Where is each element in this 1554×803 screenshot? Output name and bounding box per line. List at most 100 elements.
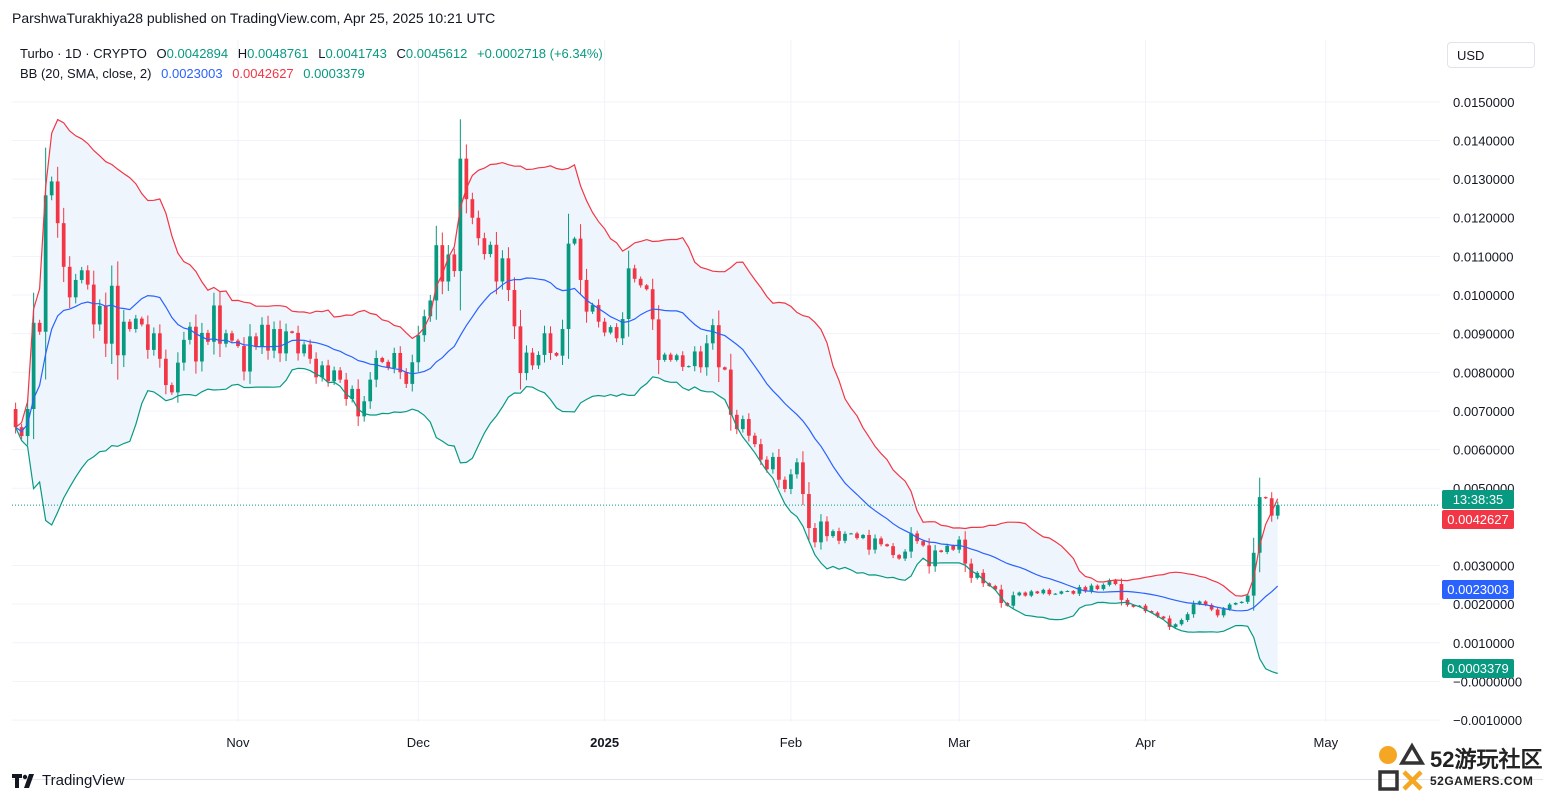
candle[interactable] (410, 354, 415, 392)
candle[interactable] (85, 265, 90, 290)
candle[interactable] (999, 584, 1004, 608)
candle[interactable] (650, 278, 655, 330)
candle[interactable] (945, 543, 950, 555)
candle[interactable] (1251, 537, 1256, 611)
candle[interactable] (674, 353, 679, 362)
symbol-label[interactable]: Turbo · 1D · CRYPTO (20, 46, 147, 61)
candle[interactable] (200, 322, 204, 372)
candle[interactable] (1233, 602, 1238, 606)
candle[interactable] (91, 270, 96, 339)
candle[interactable] (170, 382, 174, 395)
candle[interactable] (1029, 589, 1034, 598)
candle[interactable] (73, 273, 78, 304)
candle[interactable] (1245, 593, 1250, 604)
candle[interactable] (873, 534, 877, 554)
candle[interactable] (656, 305, 661, 375)
candle[interactable] (506, 247, 511, 302)
candle[interactable] (362, 396, 367, 422)
candle[interactable] (909, 527, 913, 558)
candle[interactable] (758, 438, 763, 466)
candle[interactable] (1107, 578, 1112, 587)
candle[interactable] (933, 544, 938, 572)
bb-label[interactable]: BB (20, SMA, close, 2) (20, 66, 152, 81)
candle[interactable] (344, 372, 349, 406)
candle[interactable] (1263, 496, 1268, 499)
candle[interactable] (560, 319, 565, 366)
candle[interactable] (398, 346, 403, 380)
candle[interactable] (1017, 591, 1022, 597)
candle[interactable] (1095, 584, 1100, 591)
candle[interactable] (686, 365, 691, 368)
candle[interactable] (867, 529, 871, 555)
candle[interactable] (500, 250, 505, 290)
candle[interactable] (602, 317, 607, 337)
candle[interactable] (783, 476, 787, 493)
candle[interactable] (404, 368, 409, 388)
candle[interactable] (710, 318, 715, 350)
candle[interactable] (302, 341, 306, 357)
candle[interactable] (145, 315, 150, 359)
candle[interactable] (356, 379, 361, 426)
candle[interactable] (476, 210, 481, 246)
candle[interactable] (188, 322, 192, 345)
candle[interactable] (416, 325, 421, 372)
candle[interactable] (734, 409, 739, 435)
candle[interactable] (746, 413, 751, 442)
candle[interactable] (789, 469, 793, 495)
candle[interactable] (536, 351, 541, 370)
candle[interactable] (49, 176, 54, 201)
candle[interactable] (957, 536, 962, 554)
candle[interactable] (849, 532, 853, 535)
candle[interactable] (440, 232, 445, 295)
candle[interactable] (1041, 588, 1046, 595)
candle[interactable] (278, 320, 282, 362)
candle[interactable] (795, 458, 799, 479)
candle[interactable] (482, 232, 487, 260)
candle[interactable] (897, 553, 901, 560)
candle[interactable] (338, 367, 343, 383)
currency-button[interactable]: USD (1447, 42, 1535, 68)
tradingview-logo[interactable]: TradingView (12, 772, 125, 789)
candle[interactable] (518, 309, 523, 390)
candle[interactable] (434, 225, 439, 320)
candle[interactable] (248, 324, 252, 384)
candle[interactable] (927, 538, 932, 574)
candle[interactable] (494, 231, 499, 295)
candle[interactable] (1173, 623, 1178, 628)
candle[interactable] (1101, 583, 1106, 591)
candle[interactable] (813, 523, 817, 548)
candle[interactable] (638, 276, 643, 288)
candle[interactable] (716, 310, 721, 383)
candle[interactable] (572, 236, 577, 246)
candle[interactable] (530, 348, 535, 370)
candle[interactable] (698, 345, 703, 373)
candle[interactable] (115, 261, 120, 380)
candle[interactable] (103, 292, 108, 357)
candle[interactable] (668, 352, 673, 362)
candle[interactable] (230, 330, 234, 344)
candle[interactable] (765, 456, 769, 473)
candle[interactable] (121, 309, 126, 368)
candle[interactable] (632, 264, 637, 283)
candle[interactable] (728, 353, 733, 431)
candle[interactable] (981, 569, 986, 587)
candle[interactable] (620, 312, 625, 346)
candle[interactable] (37, 319, 42, 335)
candle[interactable] (1047, 588, 1052, 596)
candle[interactable] (861, 533, 865, 540)
candle[interactable] (879, 536, 883, 547)
candle[interactable] (662, 352, 667, 362)
candle[interactable] (1257, 477, 1262, 573)
candle[interactable] (1179, 618, 1184, 626)
candle[interactable] (157, 324, 162, 368)
candle[interactable] (578, 224, 583, 295)
candle[interactable] (831, 529, 835, 538)
candle[interactable] (109, 265, 114, 364)
candle[interactable] (1209, 603, 1214, 612)
candle[interactable] (163, 349, 168, 395)
candle[interactable] (843, 531, 847, 544)
candle[interactable] (284, 323, 288, 362)
candle[interactable] (224, 329, 228, 348)
candle[interactable] (548, 326, 553, 360)
